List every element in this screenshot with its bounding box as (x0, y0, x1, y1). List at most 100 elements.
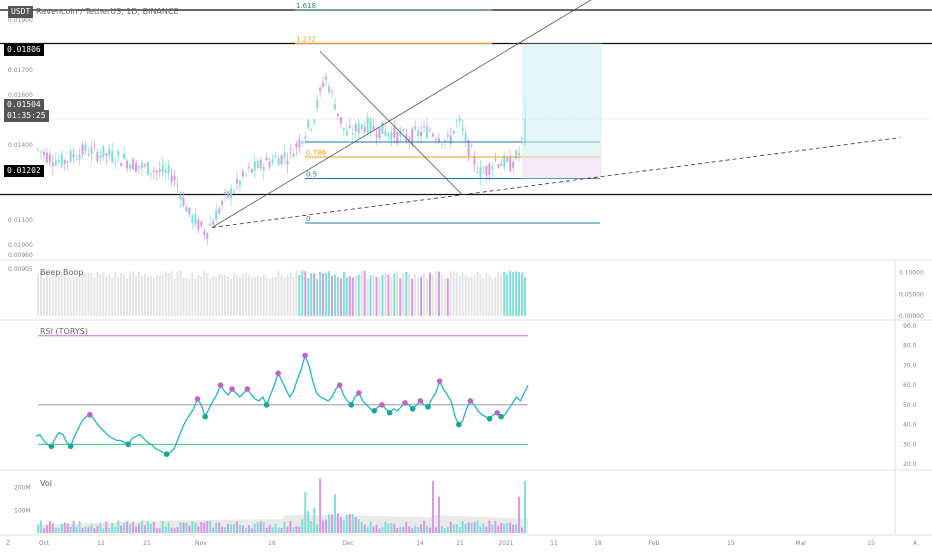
rsi-axis-tick: 90.0 (903, 323, 917, 330)
candle-body (411, 128, 414, 145)
beep-bar (348, 276, 351, 316)
candle-body (431, 134, 434, 137)
volume-bar (250, 528, 253, 533)
beep-bar (449, 271, 452, 316)
rsi-trough-dot (202, 413, 208, 420)
rsi-title: RSI (TORYS) (40, 327, 88, 336)
volume-bar (360, 521, 363, 533)
beep-bar (431, 274, 434, 316)
beep-bar (443, 278, 446, 316)
beep-bar (200, 276, 203, 316)
candle-body (479, 167, 482, 179)
volume-bar (482, 523, 485, 533)
volume-bar (238, 524, 241, 533)
beep-bar (289, 272, 292, 316)
trend-line-dashed (211, 137, 901, 228)
beep-bar (188, 279, 191, 316)
volume-bar (393, 523, 396, 533)
volume-bar (351, 514, 354, 533)
beep-axis-tick: 0.00000 (899, 313, 924, 320)
beep-bar (363, 270, 366, 316)
volume-bar (345, 514, 348, 533)
beep-bar (440, 275, 443, 316)
volume-bar (268, 524, 271, 533)
beep-bar (342, 271, 345, 316)
beep-bar (301, 270, 304, 316)
beep-bar (78, 273, 81, 316)
volume-bar (408, 526, 411, 533)
volume-bar (227, 523, 230, 533)
volume-bar (123, 522, 126, 533)
candle-body (81, 144, 84, 155)
time-axis-tick: Oct (39, 540, 50, 547)
beep-bar (155, 274, 158, 316)
beep-bar (336, 277, 339, 316)
beep-bar (209, 278, 212, 316)
candle-body (378, 127, 381, 139)
candle-body (366, 117, 369, 134)
beep-bar (512, 271, 515, 316)
candle-body (66, 161, 69, 163)
volume-bar (247, 525, 250, 533)
candle-body (230, 188, 233, 198)
volume-bar (497, 525, 500, 533)
beep-bar (470, 277, 473, 316)
candle-body (117, 150, 120, 155)
candle-body (440, 143, 443, 145)
volume-bar (283, 521, 286, 533)
beep-bar (446, 278, 449, 316)
volume-bar (120, 525, 123, 533)
beep-bar (230, 278, 233, 316)
candle-body (301, 141, 304, 144)
candle-body (129, 164, 132, 169)
beep-bar (164, 270, 167, 316)
beep-bar (75, 276, 78, 316)
rsi-trough-dot (67, 443, 74, 450)
volume-bar (420, 524, 423, 533)
beep-bar (250, 277, 253, 316)
candle-body (339, 117, 342, 124)
beep-bar (378, 277, 381, 316)
rsi-trough-dot (425, 404, 431, 410)
beep-bar (57, 276, 60, 316)
candle-body (384, 130, 387, 136)
beep-bar (170, 271, 173, 316)
volume-bar (182, 522, 185, 533)
beep-bar (455, 272, 458, 316)
candle-body (93, 145, 96, 147)
volume-bar (280, 527, 283, 533)
candle-body (328, 86, 331, 93)
volume-bar (259, 521, 262, 533)
volume-bar (45, 524, 48, 533)
beep-bar (298, 275, 301, 316)
volume-bar (387, 523, 390, 533)
candle-body (72, 154, 75, 158)
volume-bar (310, 521, 313, 533)
beep-bar (117, 276, 120, 316)
volume-bar (396, 527, 399, 533)
rsi-trough-dot (348, 402, 354, 408)
volume-bar (230, 524, 233, 533)
candle-body (259, 159, 262, 169)
beep-bar (360, 271, 363, 316)
beep-bar (313, 273, 316, 316)
volume-bar (348, 513, 351, 533)
volume-bar (521, 527, 524, 533)
rsi-trough-dot (409, 406, 416, 412)
beep-bar (197, 275, 200, 316)
volume-bar (339, 517, 342, 533)
vol-axis-tick: 200M (14, 485, 31, 492)
volume-bar (99, 522, 102, 533)
beep-bar (218, 273, 221, 316)
price-axis-tick: 0.00960 (8, 252, 33, 259)
beep-bar (503, 272, 506, 316)
beep-bar (253, 277, 256, 316)
rsi-axis-tick: 60.0 (903, 382, 917, 389)
candle-body (485, 166, 488, 176)
volume-bar (414, 525, 417, 533)
volume-bar (354, 516, 357, 533)
rsi-trough-dot (456, 421, 462, 428)
beep-bar (509, 271, 512, 316)
candle-body (482, 172, 485, 174)
